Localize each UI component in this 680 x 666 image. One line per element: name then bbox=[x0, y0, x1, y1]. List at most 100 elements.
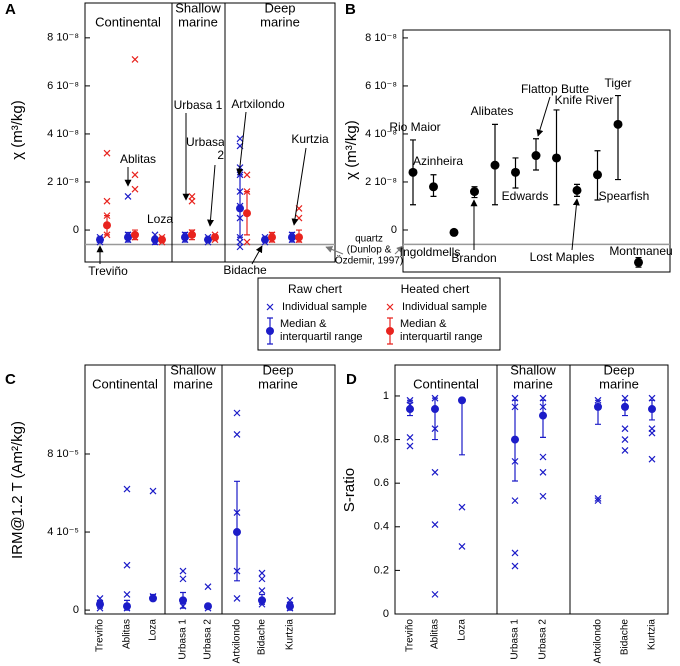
y-tick-label: 6 10⁻⁸ bbox=[365, 80, 397, 92]
sample-marker bbox=[458, 542, 466, 550]
median-dot bbox=[258, 596, 266, 605]
median-dot bbox=[151, 235, 159, 244]
group-label: Shallow bbox=[510, 362, 556, 377]
y-tick-label: 4 10⁻⁸ bbox=[47, 128, 79, 140]
x-tick-label: Kurtzia bbox=[647, 619, 658, 651]
plot-frame bbox=[84, 2, 336, 263]
sample-marker bbox=[131, 171, 139, 179]
sample-marker bbox=[648, 429, 656, 437]
site-label: Edwards bbox=[502, 189, 549, 203]
median-dot bbox=[531, 151, 541, 161]
interquartile-bar bbox=[459, 397, 465, 456]
median-dot bbox=[431, 405, 439, 414]
x-tick-label: Urbasa 1 bbox=[178, 619, 189, 660]
x-tick-label: Bidache bbox=[257, 619, 268, 656]
median-dot bbox=[204, 235, 212, 244]
median-dot bbox=[594, 402, 602, 411]
legend-box bbox=[257, 277, 501, 351]
y-axis-label: IRM@1.2 T (Am²/kg) bbox=[9, 421, 26, 559]
site-label: Brandon bbox=[451, 251, 496, 265]
x-tick-label: Urbasa 2 bbox=[538, 619, 549, 660]
panel-label: D bbox=[346, 371, 357, 388]
site-label: Flattop Butte bbox=[521, 82, 589, 96]
x-tick-label: Treviño bbox=[405, 619, 416, 652]
arrow bbox=[236, 111, 247, 176]
site-label: Kurtzia bbox=[291, 132, 329, 146]
group-label: marine bbox=[178, 14, 218, 29]
interquartile-bar bbox=[615, 94, 621, 181]
median-dot bbox=[458, 396, 466, 405]
x-tick-label: Bidache bbox=[620, 619, 631, 656]
sample-marker bbox=[539, 468, 547, 476]
sample-marker bbox=[149, 487, 157, 495]
sample-marker bbox=[233, 431, 241, 438]
reference-label: (Dunlop & bbox=[347, 245, 392, 256]
y-axis-label: S-ratio bbox=[341, 468, 358, 512]
y-tick-label: 0.6 bbox=[374, 477, 389, 489]
arrow bbox=[536, 96, 551, 137]
group-label: marine bbox=[258, 376, 298, 391]
group-label: Shallow bbox=[170, 362, 216, 377]
legend-label: Individual sample bbox=[402, 301, 487, 313]
site-label: Urbasa 2 bbox=[186, 136, 224, 162]
site-label: Lost Maples bbox=[530, 250, 595, 264]
median-dot bbox=[511, 435, 519, 444]
legend-label-text: Median & interquartil range bbox=[280, 318, 363, 343]
plot-frame bbox=[402, 29, 671, 273]
y-tick-label: 4 10⁻⁵ bbox=[47, 526, 79, 538]
y-tick-label: 8 10⁻⁵ bbox=[47, 448, 79, 460]
median-dot bbox=[634, 257, 643, 267]
sample-marker bbox=[621, 436, 629, 443]
median-dot bbox=[96, 600, 104, 609]
sample-marker bbox=[431, 521, 439, 529]
median-dot bbox=[179, 596, 187, 605]
site-label: Tiger bbox=[605, 76, 632, 90]
median-dot bbox=[204, 602, 212, 611]
median-dot bbox=[211, 233, 219, 242]
site-label: Urbasa 1 bbox=[174, 98, 223, 112]
sample-marker bbox=[621, 447, 629, 454]
y-tick-label: 0.4 bbox=[374, 521, 389, 533]
arrow bbox=[394, 245, 404, 255]
x-tick-label: Treviño bbox=[95, 619, 106, 652]
group-label: marine bbox=[513, 376, 553, 391]
median-dot bbox=[268, 233, 276, 242]
group-label: Deep bbox=[262, 362, 293, 377]
median-dot bbox=[408, 167, 418, 177]
median-dot bbox=[449, 227, 459, 237]
sample-marker bbox=[511, 497, 519, 505]
group-label: Deep bbox=[264, 0, 295, 15]
sample-marker bbox=[539, 492, 547, 500]
median-dot bbox=[511, 167, 520, 177]
sample-marker bbox=[431, 590, 439, 598]
group-label: Continental bbox=[92, 376, 158, 391]
sample-marker bbox=[236, 243, 244, 251]
sample-marker bbox=[103, 149, 111, 157]
sample-marker bbox=[233, 594, 241, 602]
median-dot bbox=[233, 528, 241, 537]
y-tick-label: 0 bbox=[73, 604, 79, 616]
median-dot bbox=[572, 185, 582, 195]
arrow bbox=[251, 245, 263, 265]
y-tick-label: 8 10⁻⁸ bbox=[47, 32, 79, 44]
interquartile-bar bbox=[432, 397, 438, 441]
panel-label: C bbox=[5, 371, 16, 388]
site-label: Ablitas bbox=[120, 152, 156, 166]
legend-symbol bbox=[266, 303, 274, 311]
median-dot bbox=[236, 204, 244, 213]
sample-marker bbox=[103, 197, 111, 205]
sample-marker bbox=[539, 453, 547, 461]
y-tick-label: 0 bbox=[73, 224, 79, 236]
site-label: Alibates bbox=[471, 104, 514, 118]
sample-marker bbox=[188, 197, 196, 205]
sample-marker bbox=[131, 56, 139, 63]
legend-title: Raw chert bbox=[288, 282, 343, 296]
sample-marker bbox=[406, 442, 414, 450]
plot-frame bbox=[84, 364, 336, 615]
median-dot bbox=[103, 221, 111, 230]
sample-marker bbox=[511, 562, 519, 570]
sample-marker bbox=[123, 485, 131, 493]
group-label: marine bbox=[260, 14, 300, 29]
group-label: Continental bbox=[413, 376, 479, 391]
